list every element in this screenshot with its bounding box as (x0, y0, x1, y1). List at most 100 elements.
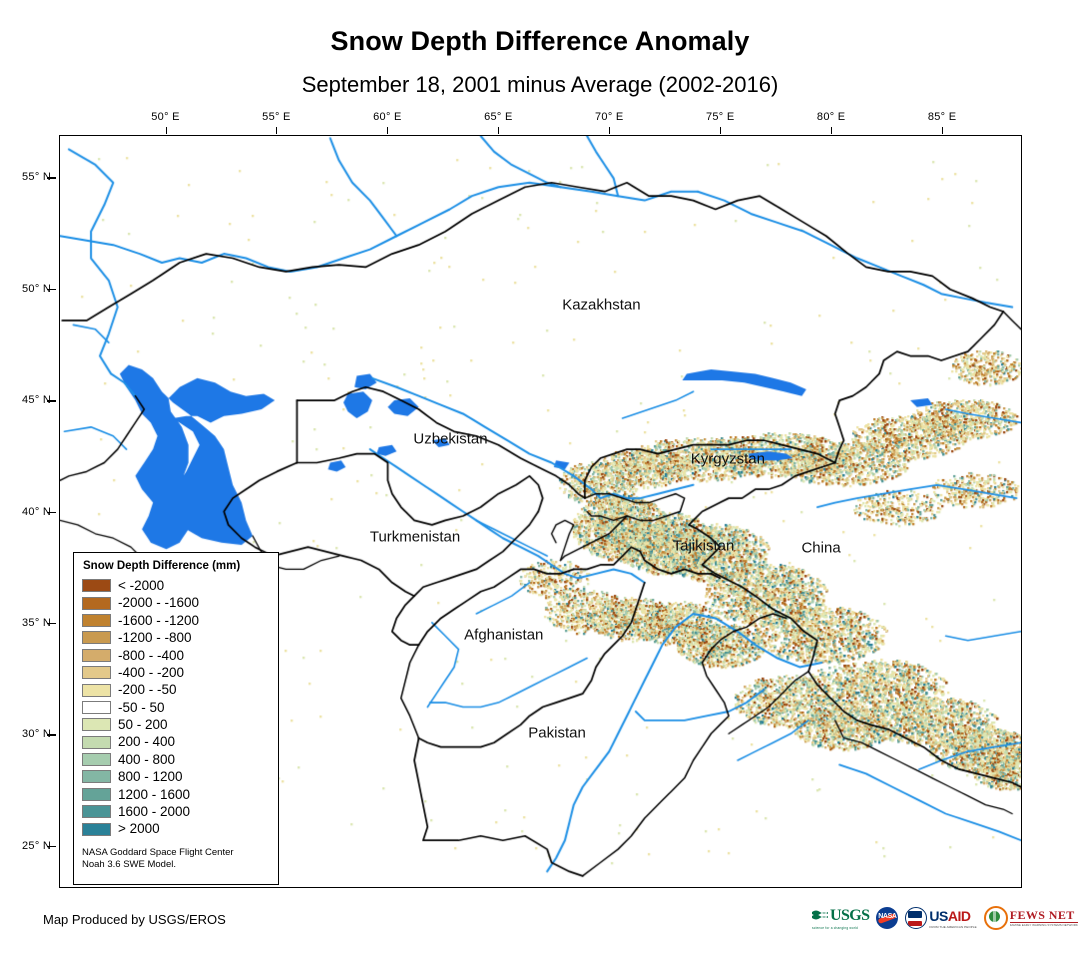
legend-row: 1600 - 2000 (82, 803, 270, 820)
usgs-tagline: science for a changing world (812, 925, 858, 930)
legend-row: < -2000 (82, 577, 270, 594)
legend-row: -1600 - -1200 (82, 612, 270, 629)
legend-row: -50 - 50 (82, 699, 270, 716)
legend-class-list: < -2000 -2000 - -1600 -1600 - -1200 -1200 -… (82, 577, 270, 838)
legend-swatch (82, 787, 111, 801)
legend-label: -200 - -50 (118, 682, 177, 698)
country-label-kyrgyzstan: Kyrgyzstan (690, 450, 765, 468)
usaid-seal-icon (905, 907, 928, 929)
lon-tick-60 (387, 127, 389, 134)
legend-label: 1600 - 2000 (118, 804, 191, 820)
lon-tick-80 (831, 127, 833, 134)
legend-row: -800 - -400 (82, 647, 270, 664)
legend-swatch (82, 596, 111, 610)
page-title: Snow Depth Difference Anomaly (330, 26, 750, 56)
fewsnet-logo: FEWS NET FAMINE EARLY WARNING SYSTEMS NE… (983, 906, 1078, 930)
legend-swatch (82, 631, 111, 645)
legend-row: > 2000 (82, 820, 270, 837)
lat-tick-45 (47, 400, 56, 402)
country-label-china: China (801, 539, 841, 557)
legend-swatch (82, 613, 111, 627)
legend-title: Snow Depth Difference (mm) (83, 560, 241, 572)
lat-tick-35 (47, 622, 56, 625)
legend-swatch (82, 822, 111, 836)
usaid-tagline: FROM THE AMERICAN PEOPLE (929, 924, 977, 929)
legend-label: 800 - 1200 (118, 769, 183, 785)
lat-label-55: 55° N (22, 171, 52, 184)
legend-swatch (82, 735, 111, 749)
legend-swatch (82, 805, 111, 819)
lon-label-75: 75° E (705, 111, 735, 123)
usgs-wordmark: USGS (830, 906, 870, 924)
legend-source-note: NASA Goddard Space Flight Center Noah 3.… (82, 846, 234, 870)
legend-row: -200 - -50 (82, 681, 270, 698)
fewsnet-globe-icon (983, 906, 1008, 930)
lon-label-80: 80° E (816, 111, 846, 123)
usaid-logo: USAID FROM THE AMERICAN PEOPLE (905, 907, 977, 929)
lat-tick-25 (47, 845, 56, 848)
map-legend: Snow Depth Difference (mm) < -2000 -2000 … (73, 552, 279, 885)
lon-tick-65 (498, 127, 500, 134)
legend-label: 400 - 800 (118, 751, 176, 767)
legend-swatch (82, 770, 111, 784)
legend-swatch (82, 579, 111, 593)
page-subtitle: September 18, 2001 minus Average (2002-2… (301, 72, 779, 97)
lon-tick-75 (720, 127, 722, 134)
map-frame[interactable]: Kazakhstan Uzbekistan Turkmenistan Kyrgyzst… (59, 135, 1022, 888)
legend-row: 1200 - 1600 (82, 786, 270, 803)
legend-row: -2000 - -1600 (82, 594, 270, 611)
lon-label-70: 70° E (595, 111, 624, 123)
legend-row: 800 - 1200 (82, 768, 270, 785)
legend-swatch (82, 666, 111, 680)
country-label-uzbekistan: Uzbekistan (413, 430, 488, 448)
legend-swatch (82, 753, 111, 767)
lon-label-60: 60° E (373, 111, 402, 123)
legend-swatch (82, 648, 111, 662)
country-label-afghanistan: Afghanistan (464, 626, 544, 644)
legend-label: < -2000 (118, 577, 165, 593)
country-label-kazakhstan: Kazakhstan (562, 296, 641, 314)
legend-label: -2000 - -1600 (118, 595, 200, 611)
lon-tick-70 (609, 127, 611, 134)
lat-label-35: 35° N (22, 616, 52, 629)
legend-label: 200 - 400 (118, 734, 176, 750)
lon-label-55: 55° E (262, 111, 291, 123)
lon-label-65: 65° E (484, 111, 513, 123)
legend-row: -400 - -200 (82, 664, 270, 681)
legend-label: -1200 - -800 (118, 630, 192, 646)
map-credit: Map Produced by USGS/EROS (43, 912, 226, 927)
lat-tick-55 (47, 177, 56, 179)
legend-row: 200 - 400 (82, 734, 270, 751)
legend-row: -1200 - -800 (82, 629, 270, 646)
lon-tick-85 (942, 127, 944, 134)
legend-label: 1200 - 1600 (118, 786, 191, 802)
usgs-wave-icon (812, 910, 828, 920)
agency-logos: USGS science for a changing world NASA U… (812, 903, 1078, 933)
lat-label-40: 40° N (22, 505, 52, 518)
lat-label-25: 25° N (22, 839, 52, 852)
lat-tick-40 (47, 511, 56, 514)
usgs-logo: USGS science for a changing world (812, 905, 870, 931)
legend-swatch (82, 683, 111, 697)
lon-tick-50 (165, 127, 167, 134)
lat-tick-30 (47, 734, 56, 736)
lat-tick-50 (47, 288, 56, 291)
nasa-logo: NASA (876, 907, 899, 929)
legend-row: 50 - 200 (82, 716, 270, 733)
legend-label: -50 - 50 (118, 699, 165, 715)
fewsnet-wordmark: FEWS NET (1009, 909, 1078, 923)
legend-label: > 2000 (118, 821, 160, 837)
lon-label-85: 85° E (927, 111, 957, 123)
legend-label: 50 - 200 (118, 717, 168, 733)
legend-swatch (82, 700, 111, 714)
country-label-turkmenistan: Turkmenistan (369, 528, 461, 546)
legend-swatch (82, 718, 111, 732)
fewsnet-tagline: FAMINE EARLY WARNING SYSTEMS NETWORK (1009, 923, 1078, 927)
lat-label-45: 45° N (22, 394, 52, 407)
legend-label: -400 - -200 (118, 664, 185, 680)
legend-row: 400 - 800 (82, 751, 270, 768)
lat-label-50: 50° N (22, 282, 52, 295)
country-label-tajikistan: Tajikistan (672, 537, 735, 555)
legend-label: -800 - -400 (118, 647, 185, 663)
